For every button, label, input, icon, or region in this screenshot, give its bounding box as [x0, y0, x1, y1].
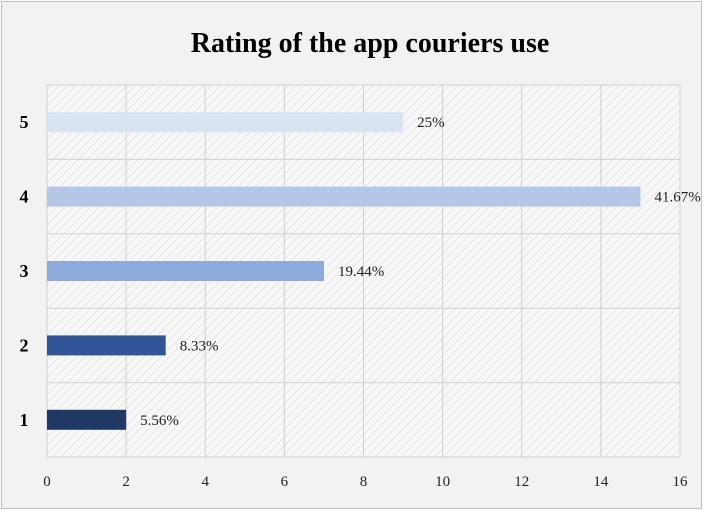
- x-tick-label: 14: [593, 474, 609, 490]
- bar-5: [47, 112, 404, 133]
- bars: [47, 112, 641, 430]
- bar-2: [47, 335, 166, 356]
- x-tick-label: 4: [202, 474, 210, 490]
- x-tick-label: 12: [514, 474, 529, 490]
- category-label: 2: [20, 335, 29, 355]
- bar-1: [47, 409, 127, 430]
- bar-3: [47, 261, 324, 281]
- category-label: 1: [20, 410, 29, 430]
- x-tick-label: 16: [673, 474, 689, 490]
- gridlines: [46, 84, 681, 458]
- x-tick-label: 10: [435, 474, 450, 490]
- data-label: 25%: [417, 115, 445, 131]
- data-label: 5.56%: [140, 413, 179, 429]
- category-label: 5: [20, 112, 29, 132]
- data-label: 19.44%: [338, 264, 384, 280]
- x-tick-labels: 0 2 4 6 8 10 12 14 16: [43, 474, 688, 490]
- category-label: 4: [20, 187, 29, 207]
- data-label: 8.33%: [180, 338, 219, 354]
- data-label: 41.67%: [654, 190, 700, 206]
- x-tick-label: 8: [360, 474, 368, 490]
- category-labels: 1 2 3 4 5: [20, 112, 29, 430]
- chart-title: Rating of the app couriers use: [191, 28, 550, 59]
- data-labels: 5.56% 8.33% 19.44% 41.67% 25%: [140, 115, 701, 429]
- bar-4: [47, 186, 641, 207]
- x-tick-label: 6: [281, 474, 289, 490]
- category-label: 3: [20, 261, 29, 281]
- x-tick-label: 0: [43, 474, 51, 490]
- x-tick-label: 2: [122, 474, 130, 490]
